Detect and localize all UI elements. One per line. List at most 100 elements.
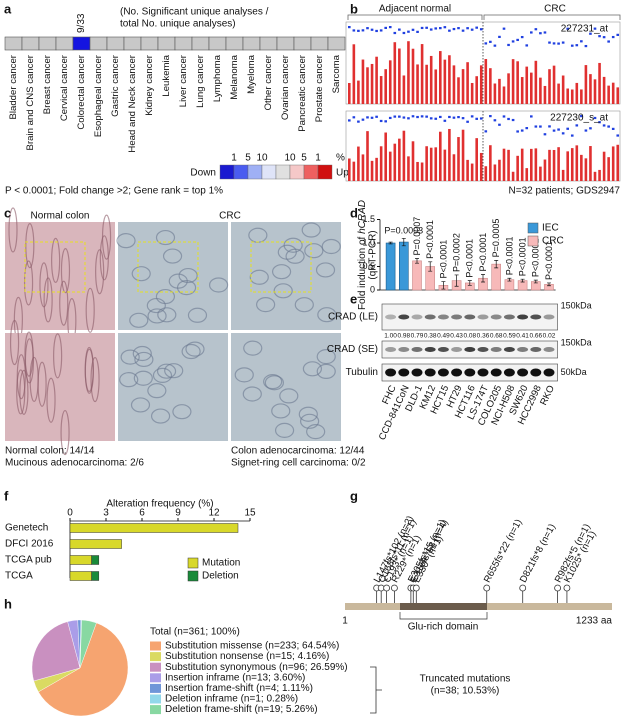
profile-bar xyxy=(511,171,515,181)
heat-cell xyxy=(276,36,295,51)
profile-bar xyxy=(434,69,438,104)
x-tick-label: 0 xyxy=(67,508,73,519)
profile-dot xyxy=(548,41,551,44)
pie-slice xyxy=(79,619,97,669)
annotation: P<0.0001 xyxy=(504,236,514,275)
profile-bar xyxy=(475,76,478,104)
legend-label: Substitution nonsense (n=15; 4.16%) xyxy=(165,651,329,662)
error-bar xyxy=(388,241,393,245)
blot-band xyxy=(477,347,489,352)
profile-dot xyxy=(452,27,456,31)
cancer-label: Lymphoma xyxy=(212,54,223,102)
profile-dot xyxy=(375,29,378,33)
tissue-structure xyxy=(277,244,297,260)
tissue-structure xyxy=(95,249,105,295)
profile-bar xyxy=(439,51,442,104)
legend-swatch xyxy=(275,164,291,180)
cancer-label: Other cancer xyxy=(263,54,274,110)
profile-bar xyxy=(443,149,447,181)
profile-bar xyxy=(557,147,560,181)
profile-bar xyxy=(489,145,492,181)
profile-bar xyxy=(411,48,415,104)
pie-total: Total (n=361; 100%) xyxy=(150,627,240,638)
tissue-structure xyxy=(19,369,29,415)
cancer-label: Esophageal cancer xyxy=(93,54,104,137)
y-tick-label: 1.5 xyxy=(362,214,375,224)
profile-bar xyxy=(498,78,501,104)
cancer-label: Sarcoma xyxy=(331,54,342,93)
profile-bar xyxy=(502,148,506,181)
profile-bar xyxy=(479,65,483,104)
profile-dot xyxy=(534,28,538,31)
heat-cell xyxy=(123,36,142,51)
profile-dot xyxy=(607,40,610,43)
profile-bar xyxy=(398,48,401,104)
x-tick-label: 12 xyxy=(208,508,220,519)
blot-band xyxy=(517,368,529,377)
panel-label: h xyxy=(4,596,12,611)
profile-dot xyxy=(589,32,592,35)
profile-dot xyxy=(384,120,387,123)
probe-label: 227231_at xyxy=(561,24,608,35)
profile-bar xyxy=(520,148,524,181)
profile-bar xyxy=(388,151,392,181)
profile-dot xyxy=(352,116,356,119)
profile-dot xyxy=(489,40,492,43)
profile-dot xyxy=(611,127,615,130)
profile-bar xyxy=(402,75,406,104)
category-label: TCGA xyxy=(5,571,33,582)
tissue-structure xyxy=(9,319,20,366)
profile-bar xyxy=(411,141,415,181)
heat-cell xyxy=(191,36,210,51)
group-crc: CRC xyxy=(544,4,566,15)
profile-bar xyxy=(484,166,488,181)
profile-bar xyxy=(457,137,460,181)
cancer-label: Bladder cancer xyxy=(8,54,19,119)
profile-bar xyxy=(379,76,383,104)
profile-bar xyxy=(557,83,560,104)
tissue-structure xyxy=(147,383,167,399)
error-bar xyxy=(415,258,419,264)
profile-bar xyxy=(466,159,469,181)
profile-bar xyxy=(616,87,620,104)
annotation: P<0.0001 xyxy=(438,240,448,279)
x-tick-label: 3 xyxy=(103,508,109,519)
profile-bar xyxy=(602,76,606,104)
profile-bar xyxy=(352,44,356,104)
profile-bar xyxy=(584,65,588,104)
profile-bar xyxy=(348,158,351,181)
profile-bar xyxy=(425,64,428,104)
profile-bar xyxy=(575,145,579,181)
profile-dot xyxy=(416,115,419,119)
blot-band xyxy=(424,368,436,377)
profile-dot xyxy=(611,35,615,39)
tissue-structure xyxy=(16,354,26,400)
profile-dot xyxy=(575,124,579,127)
heat-cell xyxy=(327,36,346,51)
zoom-box xyxy=(250,241,312,293)
profile-dot xyxy=(466,27,469,30)
blot-band xyxy=(385,314,397,320)
profile-bar xyxy=(393,42,397,104)
tissue-structure xyxy=(298,406,318,422)
domain-bracket xyxy=(399,612,488,620)
profile-dot xyxy=(357,29,360,32)
profile-dot xyxy=(598,35,601,38)
profile-bar xyxy=(516,155,519,181)
profile-dot xyxy=(584,44,588,48)
profile-dot xyxy=(475,117,478,120)
profile-dot xyxy=(584,129,588,132)
profile-dot xyxy=(484,42,488,45)
profile-dot xyxy=(461,29,465,32)
profile-dot xyxy=(502,27,506,30)
bar xyxy=(412,260,422,291)
tissue-structure xyxy=(264,375,284,391)
profile-bar xyxy=(420,44,424,104)
heat-cell xyxy=(89,36,108,51)
probe-label: 227230_s_at xyxy=(550,113,608,124)
profile-bar xyxy=(616,144,620,181)
legend-swatch xyxy=(219,164,235,180)
profile-bar xyxy=(384,69,387,104)
legend-scale: 5 xyxy=(301,153,307,164)
